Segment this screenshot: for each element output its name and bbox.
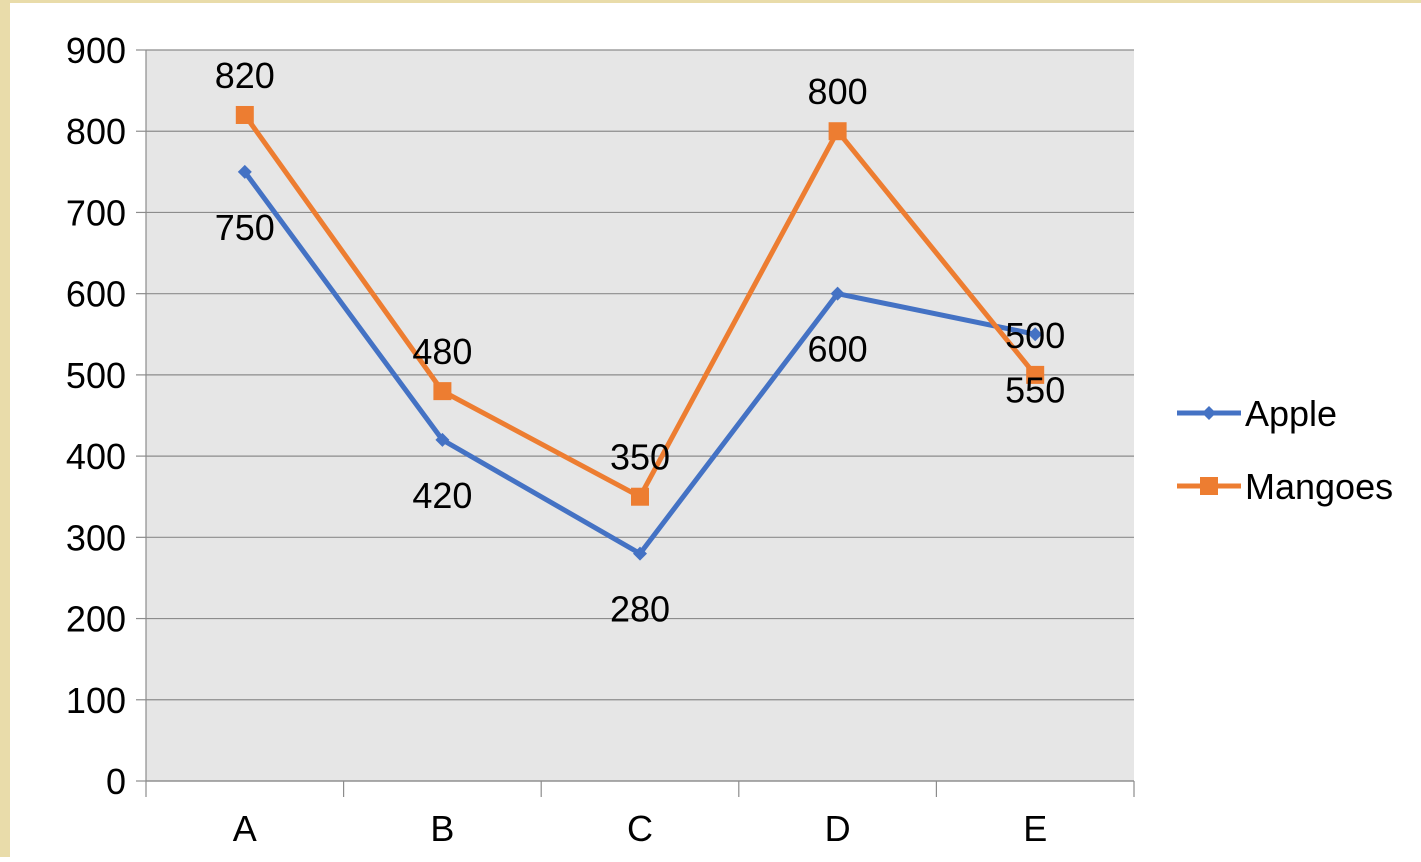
y-tick-label: 0 (106, 761, 126, 802)
y-tick-label: 300 (66, 517, 126, 558)
data-point (830, 286, 845, 301)
data-labels: 750 420 280 600 550 820 480 350 800 500 (215, 55, 1065, 630)
data-point (828, 122, 847, 141)
legend: Apple Mangoes (1177, 393, 1393, 507)
data-point (631, 487, 649, 506)
data-point (1026, 365, 1045, 384)
x-tick-label: D (825, 808, 851, 849)
y-tick-label: 400 (66, 436, 126, 477)
legend-marker (1202, 406, 1216, 420)
data-point (237, 164, 252, 179)
series-group (235, 105, 1045, 561)
x-tick-label: C (627, 808, 653, 849)
data-label: 820 (215, 55, 275, 96)
data-label: 350 (610, 437, 670, 478)
data-point (435, 432, 450, 447)
data-label: 550 (1005, 369, 1065, 410)
data-label: 480 (412, 331, 472, 372)
legend-marker (1200, 477, 1218, 495)
x-tick-label: A (233, 808, 257, 849)
data-label: 420 (412, 475, 472, 516)
data-point (235, 105, 254, 124)
x-tick-label: E (1023, 808, 1047, 849)
data-label: 750 (215, 207, 275, 248)
data-point (1028, 327, 1043, 342)
plot-area (146, 50, 1134, 781)
data-point (433, 382, 452, 401)
x-tick-label: B (430, 808, 454, 849)
data-label: 280 (610, 589, 670, 630)
data-label: 500 (1005, 315, 1065, 356)
y-tick-label: 600 (66, 274, 126, 315)
y-tick-label: 200 (66, 599, 126, 640)
line-chart: 0 100 200 300 400 500 600 700 800 900 A B C D E 750 420… (66, 30, 1393, 849)
data-label: 800 (808, 71, 868, 112)
y-tick-label: 800 (66, 111, 126, 152)
gridlines (146, 49, 1134, 782)
y-tick-label: 100 (66, 680, 126, 721)
y-tick-label: 700 (66, 192, 126, 233)
legend-label: Mangoes (1245, 466, 1393, 507)
legend-label: Apple (1245, 393, 1337, 434)
data-label: 600 (808, 329, 868, 370)
y-tick-label: 500 (66, 355, 126, 396)
data-point (633, 546, 647, 561)
axes: 0 100 200 300 400 500 600 700 800 900 A B C D E (66, 30, 1135, 849)
y-tick-label: 900 (66, 30, 126, 71)
